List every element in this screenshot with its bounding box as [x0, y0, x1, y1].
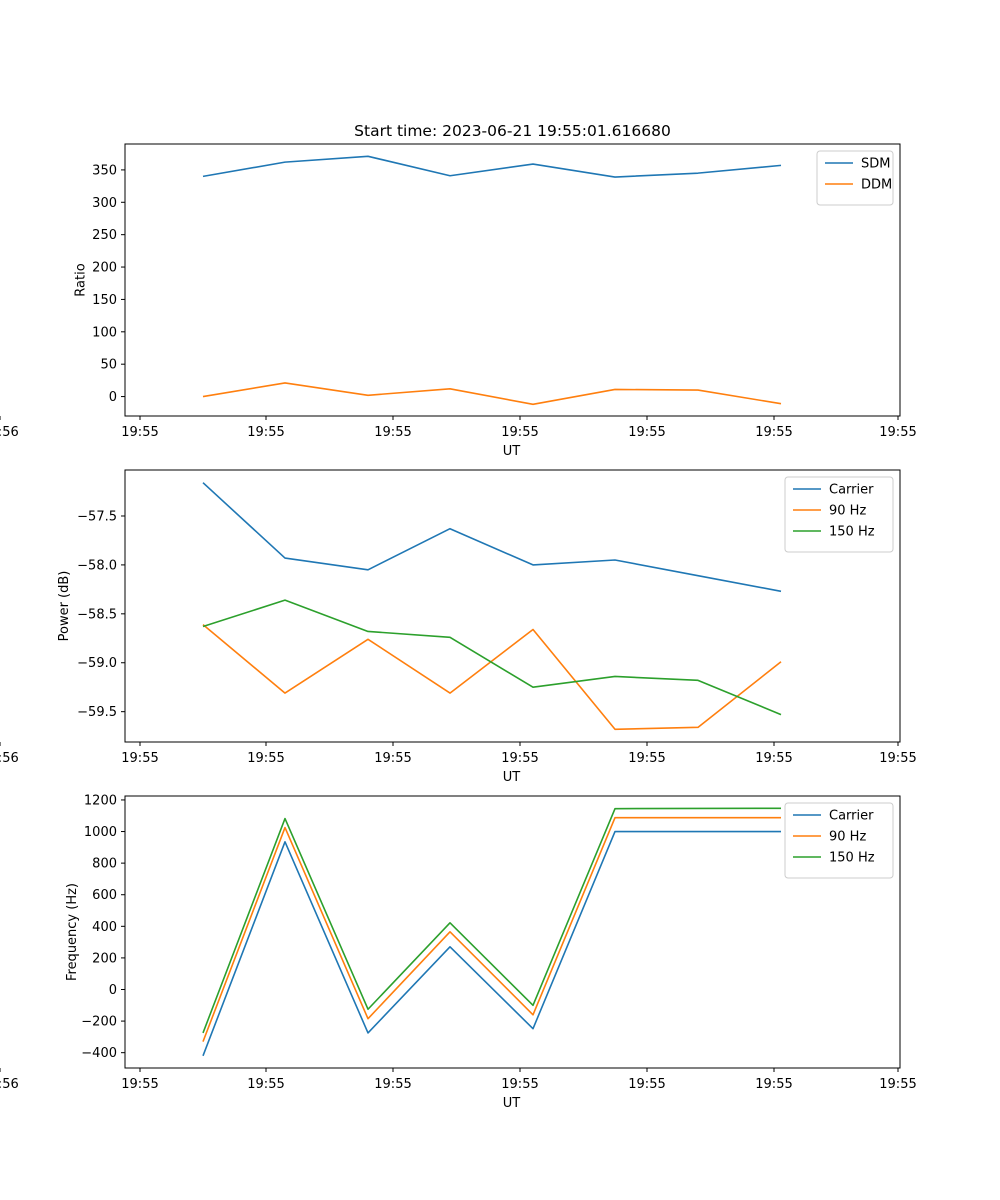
- y-tick-label: 150: [92, 293, 117, 308]
- legend-entry: 90 Hz: [829, 504, 866, 519]
- y-tick-label: 200: [92, 261, 117, 276]
- y-tick-label: 0: [109, 983, 117, 998]
- y-tick-label: −400: [81, 1046, 117, 1061]
- chart-panels: Start time: 2023-06-21 19:55:01.616680 19…: [0, 122, 917, 1111]
- chart-panel-1: Start time: 2023-06-21 19:55:01.616680 19…: [0, 122, 917, 459]
- x-tick-label: 19:55: [879, 425, 916, 440]
- series-line-carrier: [202, 482, 782, 593]
- legend-entry: Carrier: [829, 483, 874, 498]
- legend-entry: SDM: [861, 157, 890, 172]
- y-tick-label: −58.5: [77, 607, 117, 622]
- y-tick-label: 1200: [84, 793, 117, 808]
- x-tick-label: 19:55: [628, 751, 665, 766]
- legend-entry: 150 Hz: [829, 525, 875, 540]
- y-tick-label: 350: [92, 163, 117, 178]
- y-tick-label: −59.5: [77, 705, 117, 720]
- y-tick-label: 600: [92, 888, 117, 903]
- y-tick-label: 50: [100, 358, 117, 373]
- y-axis-label: Frequency (Hz): [65, 883, 80, 981]
- chart-title: Start time: 2023-06-21 19:55:01.616680: [354, 122, 671, 140]
- legend-entry: 90 Hz: [829, 830, 866, 845]
- legend-box: [816, 150, 894, 206]
- axes-frame: [124, 795, 901, 1069]
- legend-box: [784, 802, 894, 879]
- x-axis-label: UT: [503, 1096, 521, 1111]
- x-tick-label: 19:55: [121, 1077, 158, 1092]
- series-line-90-hz: [202, 816, 781, 1042]
- x-tick-label: 19:55: [374, 425, 411, 440]
- x-tick-label: 19:55: [247, 425, 284, 440]
- x-tick-label: 19:55: [628, 425, 665, 440]
- y-tick-label: 300: [92, 196, 117, 211]
- x-tick-label: 19:55: [755, 1077, 792, 1092]
- axes-frame: [124, 469, 901, 743]
- x-tick-label: 19:55: [374, 1077, 411, 1092]
- x-tick-label: 19:55: [374, 751, 411, 766]
- y-tick-label: 800: [92, 857, 117, 872]
- series-line-carrier: [202, 830, 781, 1057]
- series-line-ddm: [202, 382, 782, 406]
- chart-panel-3: 19:55 19:55 19:55 19:55 19:55 19:55 19:55 19:56…: [0, 793, 917, 1111]
- legend: Carrier 90 Hz 150 Hz: [784, 802, 894, 879]
- legend-entry: Carrier: [829, 809, 874, 824]
- series-line-150-hz: [202, 599, 782, 716]
- x-tick-label: 19:55: [247, 751, 284, 766]
- legend-entry: 150 Hz: [829, 851, 875, 866]
- legend: Carrier 90 Hz 150 Hz: [784, 476, 894, 553]
- x-tick-label: 19:55: [755, 425, 792, 440]
- y-tick-label: 100: [92, 325, 117, 340]
- legend-entry: DDM: [861, 178, 892, 193]
- x-tick-label: 19:55: [628, 1077, 665, 1092]
- x-tick-label: 19:55: [121, 751, 158, 766]
- legend: SDM DDM: [816, 150, 894, 206]
- axes-frame: [124, 143, 901, 417]
- x-tick-label: 19:55: [501, 1077, 538, 1092]
- y-tick-label: 0: [109, 390, 117, 405]
- x-axis-label: UT: [503, 444, 521, 459]
- x-axis-label: UT: [503, 770, 521, 785]
- y-tick-label: −59.0: [77, 656, 117, 671]
- series-line-90-hz: [202, 623, 782, 731]
- chart-panel-2: 19:55 19:55 19:55 19:55 19:55 19:55 19:55 19:56…: [0, 469, 917, 785]
- x-tick-label: 19:55: [879, 751, 916, 766]
- x-tick-label: 19:56: [0, 1077, 19, 1092]
- y-tick-label: 200: [92, 951, 117, 966]
- y-axis-label: Ratio: [73, 263, 88, 296]
- series-line-sdm: [202, 155, 782, 178]
- y-tick-label: −200: [81, 1015, 117, 1030]
- x-tick-label: 19:55: [501, 425, 538, 440]
- x-tick-label: 19:55: [501, 751, 538, 766]
- x-tick-label: 19:55: [879, 1077, 916, 1092]
- x-tick-label: 19:56: [0, 425, 19, 440]
- y-tick-label: −58.0: [77, 558, 117, 573]
- x-tick-label: 19:55: [755, 751, 792, 766]
- series-line-150-hz: [202, 807, 782, 1034]
- y-tick-label: 400: [92, 920, 117, 935]
- legend-box: [784, 476, 894, 553]
- y-tick-label: 1000: [84, 825, 117, 840]
- x-tick-label: 19:55: [247, 1077, 284, 1092]
- x-tick-label: 19:56: [0, 751, 19, 766]
- y-axis-label: Power (dB): [57, 571, 72, 642]
- y-tick-label: 250: [92, 228, 117, 243]
- x-tick-label: 19:55: [121, 425, 158, 440]
- y-tick-label: −57.5: [77, 509, 117, 524]
